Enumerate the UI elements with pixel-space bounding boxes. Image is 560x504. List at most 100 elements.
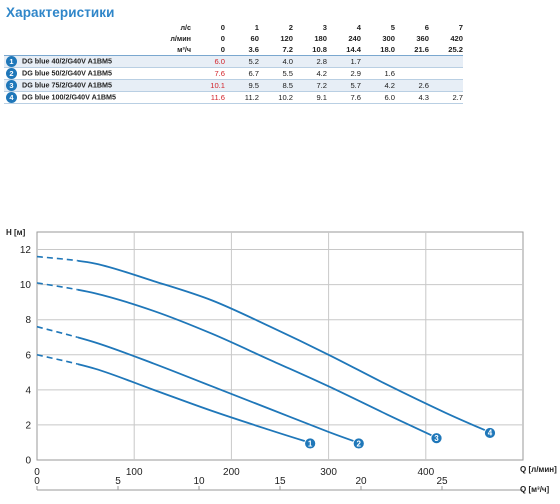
series-marker-label: 1 — [308, 439, 313, 448]
y-tick-label: 0 — [25, 456, 31, 467]
model-name: DG blue 100/2/G40V A1BM5 — [22, 92, 117, 102]
table-row: 4 DG blue 100/2/G40V A1BM5 11.6 11.2 10.2 9.1… — [4, 91, 463, 104]
series-line — [77, 259, 490, 433]
curve-number-badge: 2 — [6, 68, 17, 79]
curve-number-badge: 1 — [6, 56, 17, 67]
x-axis-label: Q [л/мин] — [520, 465, 557, 474]
table-unit-label: л/мин — [170, 34, 191, 43]
table-unit-label: м³/ч — [4, 44, 195, 56]
head-value-cell: 10.2 — [259, 91, 293, 104]
table-header-cell: 120 — [280, 34, 293, 43]
table-header-cell: 60 — [250, 34, 259, 43]
table-header-cell: 1 — [254, 23, 259, 32]
table-header-cell: 10.8 — [293, 44, 327, 56]
model-name-cell: 3 DG blue 75/2/G40V A1BM5 — [4, 79, 195, 92]
x2-tick-label: 20 — [355, 476, 367, 487]
table-header-cell: 5 — [390, 23, 395, 32]
head-value-cell — [395, 67, 429, 80]
table-header-cell: 0 — [220, 34, 225, 43]
head-value-cell: 1.7 — [327, 55, 361, 68]
series-line — [77, 336, 359, 444]
model-name: DG blue 50/2/G40V A1BM5 — [22, 68, 113, 78]
section-title: Характеристики — [6, 5, 115, 20]
x2-tick-label: 15 — [274, 476, 286, 487]
head-value-cell: 6.0 — [361, 91, 395, 104]
table-header-row: л/с 0 1 2 3 4 5 6 7 — [4, 22, 463, 33]
table-header-row: м³/ч 0 3.6 7.2 10.8 14.4 18.0 21.6 25.2 — [4, 44, 463, 56]
table-header-cell: 3.6 — [225, 44, 259, 56]
x2-tick-label: 25 — [436, 476, 448, 487]
head-value-cell: 1.6 — [361, 67, 395, 80]
table-header-cell: 7.2 — [259, 44, 293, 56]
performance-table: л/с 0 1 2 3 4 5 6 7 л/мин 0 60 120 180 240 300 360 420 м³/… — [4, 22, 463, 104]
table-header-cell: 21.6 — [395, 44, 429, 56]
head-value-cell: 4.0 — [259, 55, 293, 68]
head-value-cell — [429, 55, 463, 68]
head-value-cell: 9.1 — [293, 91, 327, 104]
head-value-cell: 5.2 — [225, 55, 259, 68]
x-tick-label: 400 — [417, 467, 434, 478]
curve-number-badge: 4 — [6, 92, 17, 103]
head-value-cell: 10.1 — [195, 79, 225, 92]
series-marker-label: 4 — [488, 429, 493, 438]
head-value-cell: 11.2 — [225, 91, 259, 104]
table-header-cell: 7 — [458, 23, 463, 32]
table-row: 2 DG blue 50/2/G40V A1BM5 7.6 6.7 5.5 4.2 2.9 1… — [4, 67, 463, 80]
table-header-cell: 420 — [450, 34, 463, 43]
head-value-cell: 2.6 — [395, 79, 429, 92]
model-name: DG blue 40/2/G40V A1BM5 — [22, 56, 113, 66]
head-value-cell: 2.8 — [293, 55, 327, 68]
series-end-marker — [484, 427, 496, 439]
head-value-cell: 7.6 — [327, 91, 361, 104]
curve-number-badge: 3 — [6, 80, 17, 91]
table-header-cell: 300 — [382, 34, 395, 43]
head-value-cell: 5.5 — [259, 67, 293, 80]
series-end-marker — [304, 437, 317, 450]
y-axis-label: H [м] — [6, 228, 26, 237]
table-header-row: л/мин 0 60 120 180 240 300 360 420 — [4, 33, 463, 44]
plot-frame — [36, 231, 524, 461]
x-tick-label: 100 — [126, 467, 143, 478]
x-tick-label: 200 — [223, 467, 240, 478]
head-value-cell: 8.5 — [259, 79, 293, 92]
table-header-cell: 2 — [288, 23, 293, 32]
head-value-cell — [429, 67, 463, 80]
y-tick-label: 8 — [25, 315, 31, 326]
series-marker-label: 3 — [434, 434, 439, 443]
y-tick-label: 6 — [25, 350, 31, 361]
head-value-cell: 2.7 — [429, 91, 463, 104]
table-header-cell: 0 — [220, 23, 225, 32]
head-value-cell: 4.2 — [361, 79, 395, 92]
table-header-cell: 25.2 — [429, 44, 463, 56]
table-header-cell: 14.4 — [327, 44, 361, 56]
head-value-cell: 4.2 — [293, 67, 327, 80]
head-value-cell: 6.0 — [195, 55, 225, 68]
table-header-cell: 360 — [416, 34, 429, 43]
head-value-cell — [429, 79, 463, 92]
head-value-cell: 2.9 — [327, 67, 361, 80]
head-value-cell: 5.7 — [327, 79, 361, 92]
series-end-marker — [430, 432, 443, 445]
head-value-cell: 6.7 — [225, 67, 259, 80]
model-name-cell: 1 DG blue 40/2/G40V A1BM5 — [4, 55, 195, 68]
table-header-cell: 6 — [424, 23, 429, 32]
table-header-cell: 18.0 — [361, 44, 395, 56]
y-tick-label: 12 — [20, 245, 32, 256]
series-marker-label: 2 — [357, 439, 362, 448]
series-end-marker — [352, 437, 365, 450]
series-line — [77, 363, 310, 444]
x2-tick-label: 10 — [193, 476, 205, 487]
series-line — [77, 288, 436, 439]
series-line-dashed — [36, 282, 78, 291]
head-value-cell: 9.5 — [225, 79, 259, 92]
table-header-cell: 3 — [322, 23, 327, 32]
x-tick-label: 300 — [320, 467, 337, 478]
table-unit-label: л/с — [180, 23, 191, 32]
table-header-cell: 180 — [314, 34, 327, 43]
x2-tick-label: 5 — [115, 476, 121, 487]
head-value-cell: 7.2 — [293, 79, 327, 92]
y-tick-label: 2 — [25, 420, 31, 431]
head-value-cell — [361, 55, 395, 68]
x-tick-label: 0 — [34, 467, 40, 478]
